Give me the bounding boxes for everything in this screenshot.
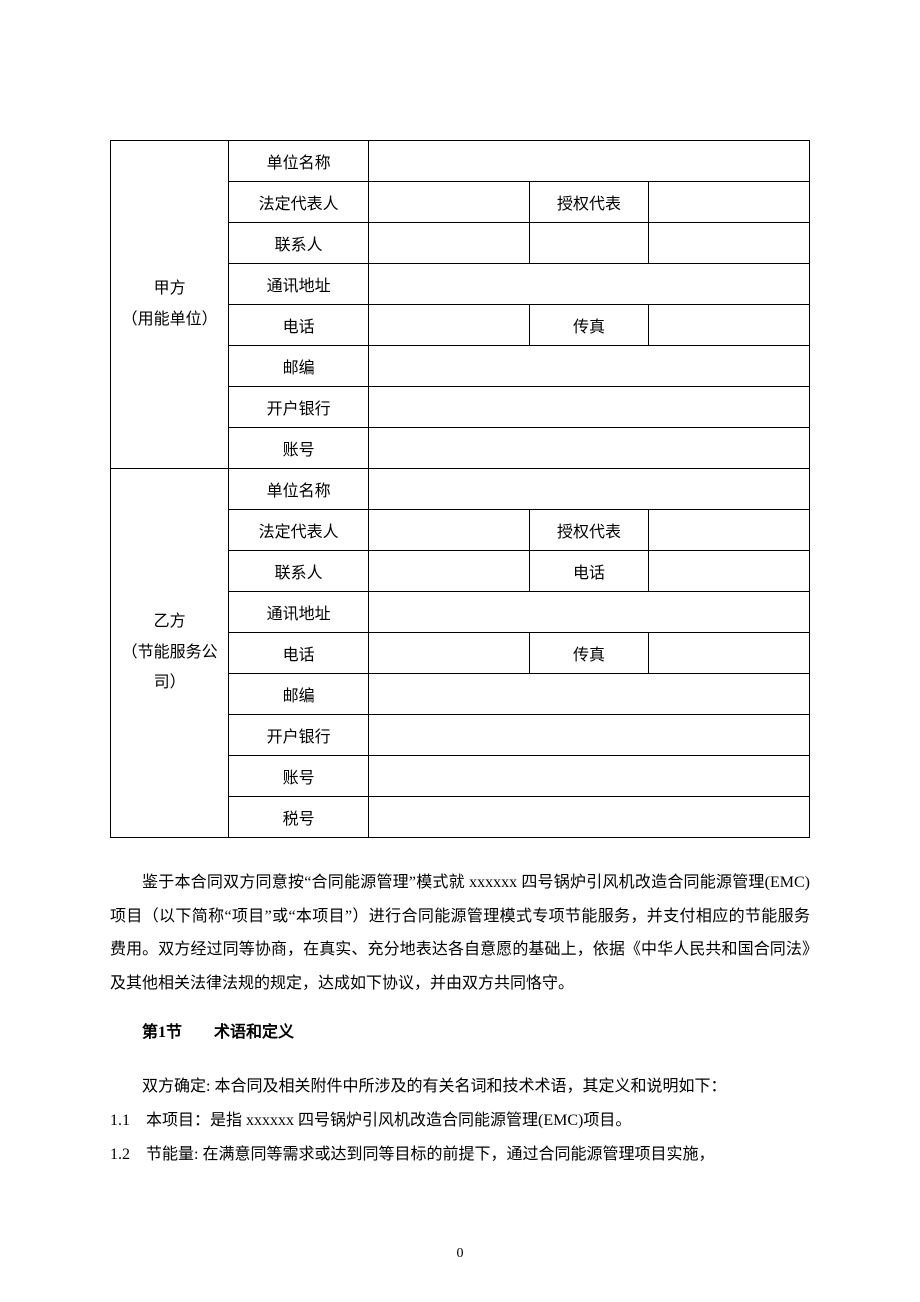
preamble-paragraph: 鉴于本合同双方同意按“合同能源管理”模式就 xxxxxx 四号锅炉引风机改造合同… bbox=[110, 866, 810, 1000]
row-value-1 bbox=[369, 223, 530, 264]
row-mid-label: 传真 bbox=[530, 305, 648, 346]
row-label: 开户银行 bbox=[229, 387, 369, 428]
row-label: 法定代表人 bbox=[229, 510, 369, 551]
row-value bbox=[369, 715, 810, 756]
section-1-heading: 第1节 术语和定义 bbox=[110, 1018, 810, 1042]
row-label: 邮编 bbox=[229, 346, 369, 387]
row-value bbox=[369, 756, 810, 797]
row-value bbox=[369, 592, 810, 633]
row-label: 税号 bbox=[229, 797, 369, 838]
row-value bbox=[369, 469, 810, 510]
row-label: 通讯地址 bbox=[229, 592, 369, 633]
row-value bbox=[369, 346, 810, 387]
row-label: 单位名称 bbox=[229, 469, 369, 510]
section-1-body: 双方确定: 本合同及相关附件中所涉及的有关名词和技术术语，其定义和说明如下： bbox=[110, 1070, 810, 1104]
row-mid-label: 授权代表 bbox=[530, 510, 648, 551]
row-value bbox=[369, 674, 810, 715]
page-number: 0 bbox=[0, 1246, 920, 1262]
section-1-intro: 双方确定: 本合同及相关附件中所涉及的有关名词和技术术语，其定义和说明如下： bbox=[110, 1070, 810, 1104]
row-label: 联系人 bbox=[229, 223, 369, 264]
table-row: 甲方（用能单位）单位名称 bbox=[111, 141, 810, 182]
row-value-1 bbox=[369, 182, 530, 223]
row-value-2 bbox=[648, 305, 809, 346]
row-label: 邮编 bbox=[229, 674, 369, 715]
row-label: 单位名称 bbox=[229, 141, 369, 182]
row-value-1 bbox=[369, 551, 530, 592]
row-mid-label: 传真 bbox=[530, 633, 648, 674]
row-value-1 bbox=[369, 633, 530, 674]
row-label: 电话 bbox=[229, 633, 369, 674]
row-value-2 bbox=[648, 510, 809, 551]
row-value-1 bbox=[369, 305, 530, 346]
table-row: 乙方（节能服务公司）单位名称 bbox=[111, 469, 810, 510]
document-page: 甲方（用能单位）单位名称法定代表人授权代表联系人通讯地址电话传真邮编开户银行账号… bbox=[0, 0, 920, 1302]
row-value-2 bbox=[648, 633, 809, 674]
row-label: 法定代表人 bbox=[229, 182, 369, 223]
row-label: 账号 bbox=[229, 428, 369, 469]
row-value-2 bbox=[648, 223, 809, 264]
row-value bbox=[369, 797, 810, 838]
row-mid-label bbox=[530, 223, 648, 264]
row-label: 开户银行 bbox=[229, 715, 369, 756]
row-mid-label: 授权代表 bbox=[530, 182, 648, 223]
row-value bbox=[369, 264, 810, 305]
section-1-title: 术语和定义 bbox=[214, 1024, 294, 1041]
row-value bbox=[369, 141, 810, 182]
row-label: 通讯地址 bbox=[229, 264, 369, 305]
section-1-number: 第1节 bbox=[142, 1024, 182, 1041]
row-label: 联系人 bbox=[229, 551, 369, 592]
row-value-2 bbox=[648, 182, 809, 223]
row-value bbox=[369, 387, 810, 428]
row-label: 电话 bbox=[229, 305, 369, 346]
row-label: 账号 bbox=[229, 756, 369, 797]
section-1-item-1: 1.1 本项目：是指 xxxxxx 四号锅炉引风机改造合同能源管理(EMC)项目… bbox=[110, 1104, 810, 1138]
party-a-header: 甲方（用能单位） bbox=[111, 141, 229, 469]
row-mid-label: 电话 bbox=[530, 551, 648, 592]
parties-table: 甲方（用能单位）单位名称法定代表人授权代表联系人通讯地址电话传真邮编开户银行账号… bbox=[110, 140, 810, 838]
row-value bbox=[369, 428, 810, 469]
row-value-1 bbox=[369, 510, 530, 551]
row-value-2 bbox=[648, 551, 809, 592]
party-b-header: 乙方（节能服务公司） bbox=[111, 469, 229, 838]
section-1-item-2: 1.2 节能量: 在满意同等需求或达到同等目标的前提下，通过合同能源管理项目实施… bbox=[110, 1138, 810, 1172]
preamble-block: 鉴于本合同双方同意按“合同能源管理”模式就 xxxxxx 四号锅炉引风机改造合同… bbox=[110, 866, 810, 1000]
